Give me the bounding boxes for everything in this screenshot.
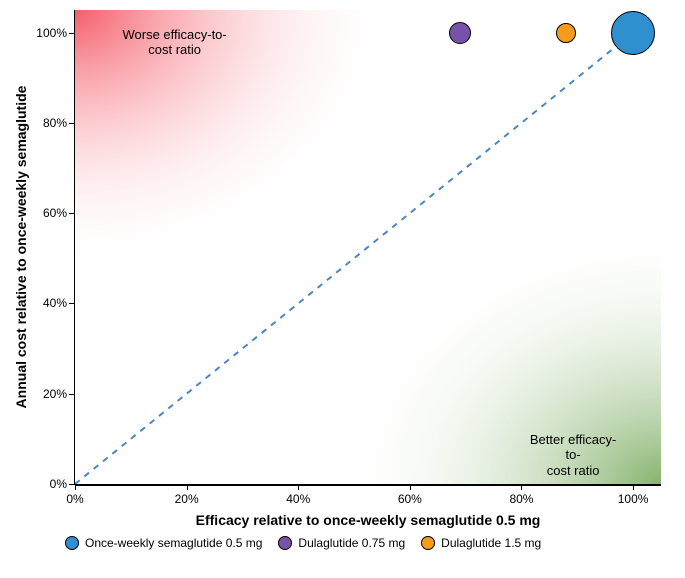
y-tick-label: 100% xyxy=(36,26,67,40)
y-tick xyxy=(69,303,75,304)
chart-frame: Worse efficacy-to- cost ratio Better eff… xyxy=(0,0,685,578)
plot-area: Worse efficacy-to- cost ratio Better eff… xyxy=(75,10,661,484)
legend-swatch xyxy=(65,536,79,550)
legend-item: Once-weekly semaglutide 0.5 mg xyxy=(65,536,262,550)
legend-swatch xyxy=(278,536,292,550)
better-ratio-line1: Better efficacy-to- xyxy=(529,432,617,463)
y-tick-label: 0% xyxy=(50,477,67,491)
y-tick xyxy=(69,484,75,485)
legend-item: Dulaglutide 1.5 mg xyxy=(421,536,541,550)
y-axis-line xyxy=(74,10,76,484)
equality-line xyxy=(75,10,661,484)
y-tick xyxy=(69,123,75,124)
data-point xyxy=(449,22,471,44)
x-tick-label: 20% xyxy=(175,492,199,506)
x-tick xyxy=(521,484,522,490)
y-tick xyxy=(69,33,75,34)
data-point xyxy=(556,23,576,43)
legend: Once-weekly semaglutide 0.5 mg Dulaglutid… xyxy=(65,536,557,550)
y-tick xyxy=(69,394,75,395)
x-tick-label: 40% xyxy=(286,492,310,506)
worse-ratio-line2: cost ratio xyxy=(122,42,226,58)
x-tick-label: 80% xyxy=(509,492,533,506)
x-tick xyxy=(633,484,634,490)
worse-ratio-line1: Worse efficacy-to- xyxy=(122,27,226,43)
y-axis-title: Annual cost relative to once-weekly sema… xyxy=(13,86,29,409)
y-tick-label: 40% xyxy=(43,296,67,310)
x-axis-line xyxy=(75,484,661,486)
x-tick xyxy=(75,484,76,490)
y-tick-label: 20% xyxy=(43,387,67,401)
x-tick-label: 60% xyxy=(398,492,422,506)
legend-label: Dulaglutide 0.75 mg xyxy=(298,536,405,550)
y-tick-label: 80% xyxy=(43,116,67,130)
better-ratio-line2: cost ratio xyxy=(529,463,617,479)
x-tick xyxy=(187,484,188,490)
legend-label: Once-weekly semaglutide 0.5 mg xyxy=(85,536,262,550)
worse-ratio-label: Worse efficacy-to- cost ratio xyxy=(122,27,226,58)
y-tick-label: 60% xyxy=(43,206,67,220)
x-tick-label: 0% xyxy=(66,492,83,506)
x-axis-title: Efficacy relative to once-weekly semaglu… xyxy=(196,512,541,528)
y-tick xyxy=(69,213,75,214)
x-tick-label: 100% xyxy=(618,492,649,506)
legend-label: Dulaglutide 1.5 mg xyxy=(441,536,541,550)
legend-item: Dulaglutide 0.75 mg xyxy=(278,536,405,550)
data-point xyxy=(611,11,655,55)
x-tick xyxy=(410,484,411,490)
x-tick xyxy=(298,484,299,490)
legend-swatch xyxy=(421,536,435,550)
better-ratio-label: Better efficacy-to- cost ratio xyxy=(529,432,617,479)
